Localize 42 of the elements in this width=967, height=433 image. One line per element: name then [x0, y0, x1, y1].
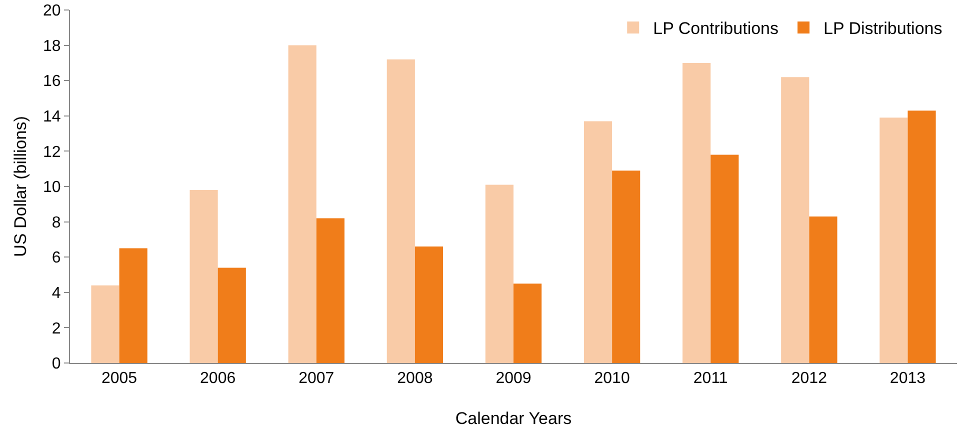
legend-label: LP Contributions — [653, 19, 779, 38]
x-tick-label: 2012 — [791, 370, 828, 388]
y-axis-title: US Dollar (billions) — [11, 116, 30, 257]
x-tick-label: 2009 — [496, 370, 532, 388]
x-tick-label: 2011 — [693, 370, 728, 388]
y-tick-label: 0 — [52, 356, 61, 373]
bar — [612, 170, 640, 363]
x-tick-label: 2013 — [890, 370, 926, 388]
y-tick-label: 14 — [43, 108, 61, 126]
y-tick-label: 6 — [52, 250, 61, 267]
bar — [485, 184, 514, 363]
x-tick-label: 2005 — [101, 370, 138, 388]
x-tick-label: 2006 — [200, 370, 236, 388]
y-tick-label: 8 — [52, 214, 61, 232]
y-tick-label: 2 — [52, 320, 61, 338]
bar — [190, 190, 218, 363]
bar — [781, 77, 810, 363]
y-tick-label: 16 — [43, 73, 61, 90]
y-tick-label: 18 — [43, 38, 61, 55]
y-tick-label: 4 — [52, 285, 61, 302]
bar — [119, 248, 148, 363]
bar — [880, 118, 908, 363]
y-tick-label: 10 — [43, 179, 61, 196]
bar — [316, 218, 344, 363]
y-tick-label: 12 — [43, 144, 61, 161]
bar — [710, 154, 739, 363]
y-tick-label: 20 — [43, 2, 61, 20]
x-tick-label: 2007 — [298, 370, 334, 388]
bar — [386, 59, 415, 363]
x-axis-title: Calendar Years — [455, 409, 572, 428]
x-tick-label: 2010 — [594, 370, 630, 388]
bar — [414, 246, 444, 363]
bar — [809, 216, 838, 363]
x-tick-label: 2008 — [397, 370, 433, 388]
legend-label: LP Distributions — [824, 19, 942, 38]
bar — [288, 45, 316, 363]
bar — [584, 121, 612, 363]
bar — [514, 284, 542, 363]
bar — [682, 62, 711, 363]
bar — [218, 268, 246, 363]
bar — [908, 110, 936, 363]
bar — [91, 285, 120, 363]
